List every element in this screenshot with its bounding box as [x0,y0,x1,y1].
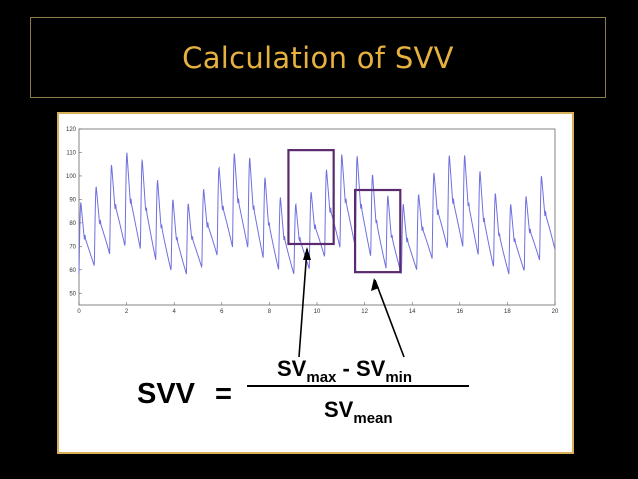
y-tick-label: 70 [69,244,76,250]
numerator: SVmax - SVmin [277,356,412,386]
x-tick-label: 16 [456,309,463,315]
arrow-to-max [298,248,308,358]
title-box: Calculation of SVV [30,17,606,98]
x-tick-label: 14 [409,309,416,315]
min-box [353,188,402,274]
arrow-to-min [374,279,405,358]
y-tick-label: 120 [66,127,77,133]
formula-lhs: SVV [137,378,196,410]
y-tick-label: 60 [69,268,76,274]
numerator-sub-min: min [385,369,412,386]
y-tick-label: 80 [69,221,76,227]
y-tick-label: 50 [69,291,76,297]
denominator-sv: SV [324,397,354,422]
x-tick-label: 20 [552,309,559,315]
waveform-chart: 50 60 70 80 90 100 110 120 0 2 4 6 8 10 12 14 16 18 20 [66,127,559,315]
y-tick-label: 90 [69,197,76,203]
x-tick-label: 6 [220,309,224,315]
x-tick-label: 12 [361,309,368,315]
numerator-sv2: SV [356,356,386,381]
numerator-sv1: SV [277,356,307,381]
waveform-line [78,152,556,275]
slide-title: Calculation of SVV [182,40,454,75]
y-tick-label: 100 [66,174,77,180]
x-tick-label: 0 [77,309,81,315]
arrow-head-min [371,278,379,291]
numerator-sub-max: max [306,369,337,386]
x-tick-label: 10 [314,309,321,315]
plot-area [78,128,556,306]
numerator-minus: - [336,356,356,381]
x-tick-label: 18 [504,309,511,315]
x-tick-label: 2 [125,309,129,315]
svv-figure: 50 60 70 80 90 100 110 120 0 2 4 6 8 10 12 14 16 18 20 SV… [66,127,559,427]
y-axis: 50 60 70 80 90 100 110 120 [66,127,82,297]
denominator-sub-mean: mean [353,410,392,427]
x-tick-label: 8 [268,309,272,315]
denominator: SVmean [324,397,393,427]
content-panel: 50 60 70 80 90 100 110 120 0 2 4 6 8 10 12 14 16 18 20 SV… [57,112,574,454]
max-box [287,149,335,246]
x-tick-label: 4 [173,309,177,315]
x-axis: 0 2 4 6 8 10 12 14 16 18 20 [77,302,559,315]
arrow-head-max [303,247,311,260]
formula-equals: = [215,378,232,410]
svv-formula: SVV = SVmax - SVmin SVmean [137,356,469,427]
y-tick-label: 110 [66,150,76,156]
